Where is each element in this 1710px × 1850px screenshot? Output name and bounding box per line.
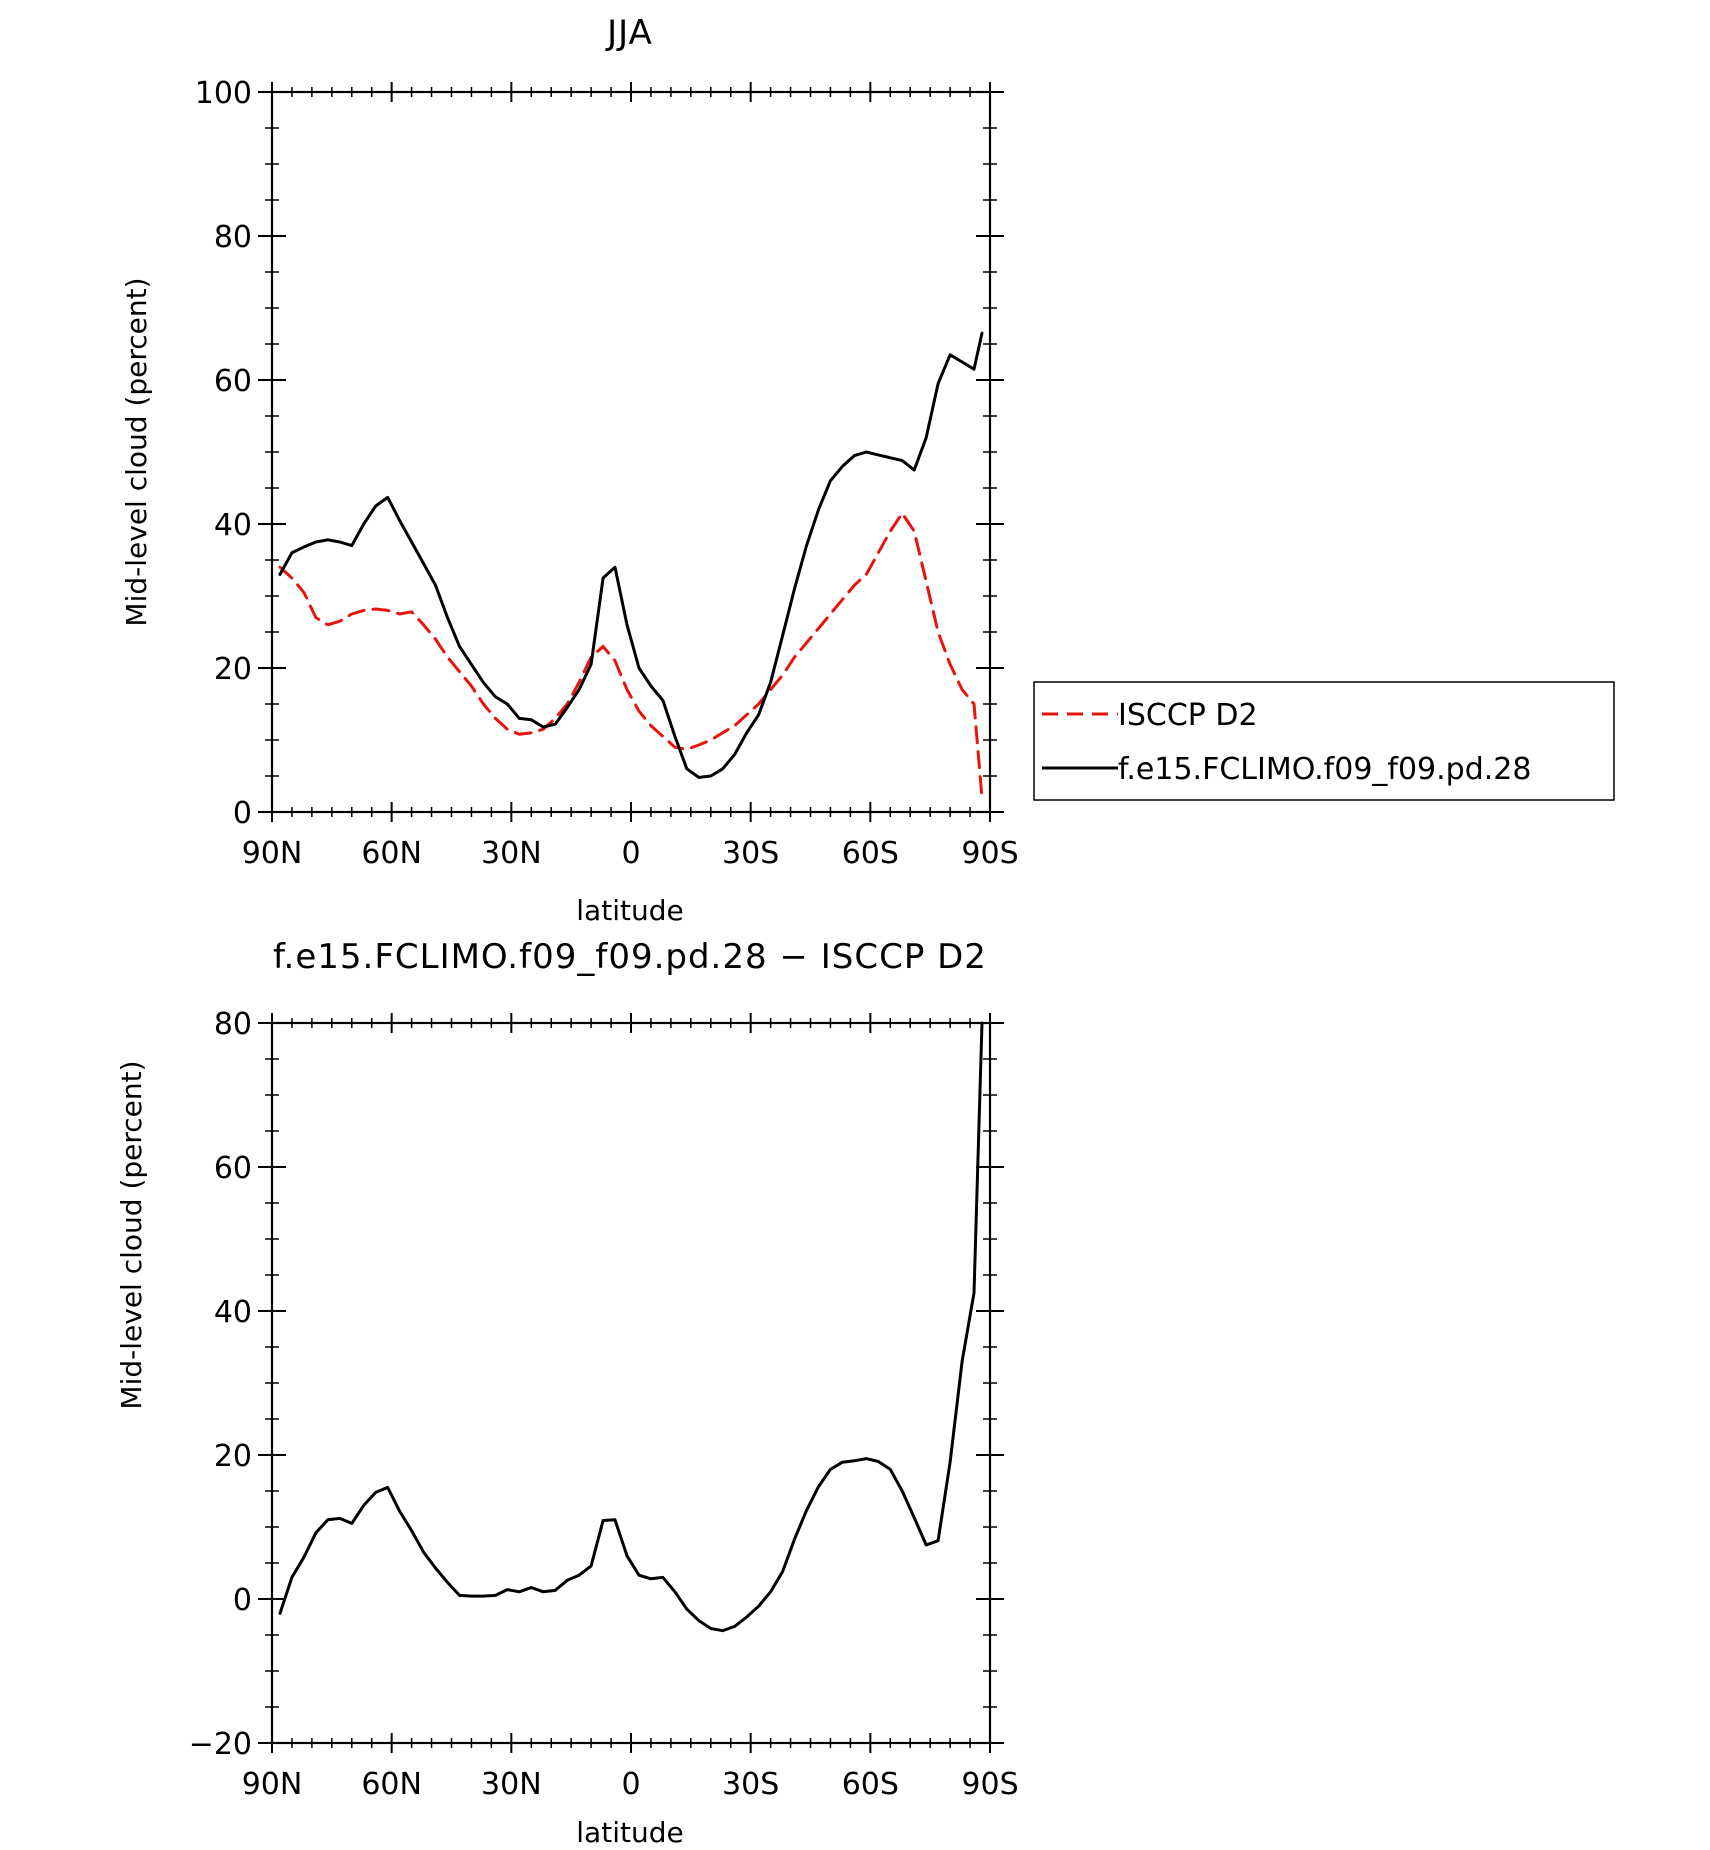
bottom-y-tick-label: 80 — [214, 1007, 252, 1042]
top-x-tick-label: 30S — [722, 836, 779, 871]
top-x-tick-label: 60N — [361, 836, 422, 871]
bottom-y-tick-label: 60 — [214, 1151, 252, 1186]
top-x-tick-label: 90N — [242, 836, 303, 871]
legend-label-isccp: ISCCP D2 — [1118, 698, 1258, 733]
bottom-plot-frame — [270, 1021, 992, 1745]
bottom-x-tick-label: 60S — [842, 1767, 899, 1802]
bottom-y-tick-label: 40 — [214, 1295, 252, 1330]
top-axes: 90N 60N 30N 0 30S 60S 90S 0 20 40 60 80 100 — [195, 76, 1019, 871]
bottom-series-line-difference — [278, 1021, 984, 1633]
top-y-tick-label: 60 — [214, 364, 252, 399]
top-y-tick-label: 80 — [214, 220, 252, 255]
bottom-axes: 90N 60N 30N 0 30S 60S 90S −20 0 20 40 60 80 — [189, 1007, 1019, 1802]
bottom-y-tick-label: 0 — [233, 1583, 252, 1618]
top-x-tick-label: 90S — [961, 836, 1018, 871]
bottom-x-tick-label: 30S — [722, 1767, 779, 1802]
top-x-tick-label: 0 — [621, 836, 640, 871]
top-series-group — [278, 331, 984, 800]
legend: ISCCP D2 f.e15.FCLIMO.f09_f09.pd.28 — [1033, 681, 1615, 801]
bottom-x-tick-label: 90S — [961, 1767, 1018, 1802]
bottom-y-tick-label: 20 — [214, 1439, 252, 1474]
top-x-axis-label: latitude — [576, 894, 683, 927]
legend-label-model: f.e15.FCLIMO.f09_f09.pd.28 — [1118, 752, 1531, 787]
bottom-y-tick-label: −20 — [189, 1727, 252, 1762]
bottom-x-tick-label: 0 — [621, 1767, 640, 1802]
top-y-tick-label: 40 — [214, 508, 252, 543]
bottom-y-axis-label: Mid-level cloud (percent) — [115, 1060, 148, 1409]
bottom-series-group — [278, 1021, 984, 1633]
top-y-tick-label: 100 — [195, 76, 252, 111]
top-y-axis-label: Mid-level cloud (percent) — [120, 277, 153, 626]
bottom-chart-title: f.e15.FCLIMO.f09_f09.pd.28 − ISCCP D2 — [273, 937, 987, 977]
legend-box — [1033, 681, 1615, 801]
bottom-x-tick-label: 30N — [481, 1767, 542, 1802]
top-panel: JJA 90N 60N 30N 0 30S 60S 90S 0 20 40 60 80 100 lati… — [120, 13, 1019, 927]
bottom-x-tick-label: 90N — [242, 1767, 303, 1802]
top-plot-frame — [270, 90, 992, 814]
top-y-tick-label: 20 — [214, 652, 252, 687]
top-series-line-isccp-d2 — [278, 511, 984, 800]
bottom-x-tick-label: 60N — [361, 1767, 422, 1802]
top-x-tick-label: 30N — [481, 836, 542, 871]
top-chart-title: JJA — [605, 13, 653, 53]
bottom-x-axis-label: latitude — [576, 1816, 683, 1849]
top-y-tick-label: 0 — [233, 796, 252, 831]
top-x-tick-label: 60S — [842, 836, 899, 871]
bottom-panel: f.e15.FCLIMO.f09_f09.pd.28 − ISCCP D2 90… — [115, 937, 1019, 1849]
top-series-line-f-e15-fclimo-f09-f09-pd-28 — [278, 331, 984, 779]
